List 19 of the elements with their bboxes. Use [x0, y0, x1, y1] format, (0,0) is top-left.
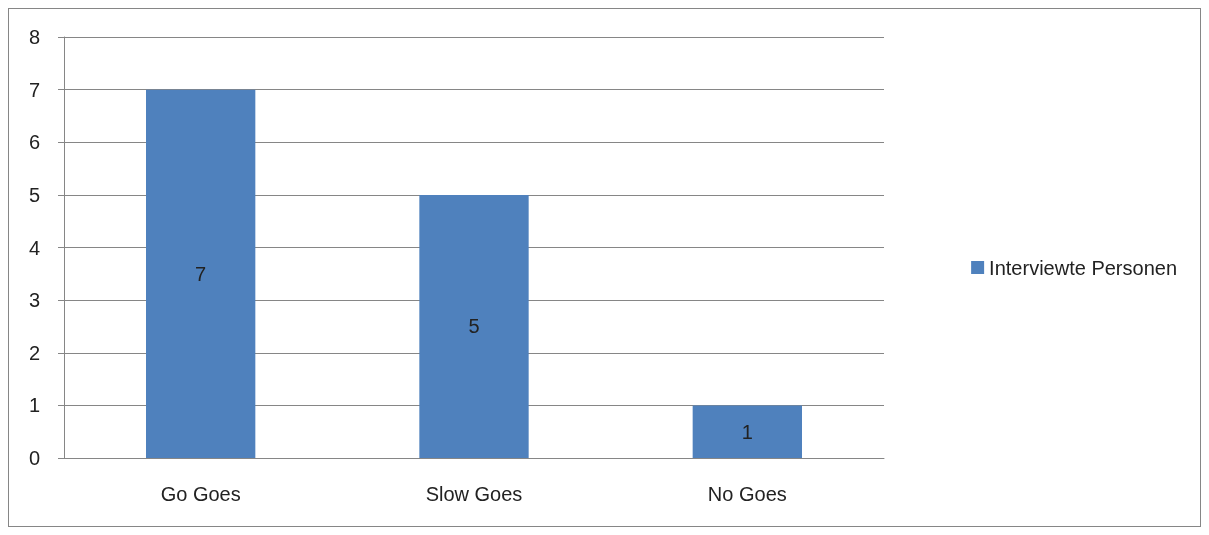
- x-tick-label: No Goes: [707, 483, 787, 505]
- x-tick-label: Slow Goes: [425, 483, 523, 505]
- bar: [419, 194, 529, 458]
- y-tick-label: 5: [28, 183, 40, 206]
- y-tick-label: 1: [28, 394, 40, 417]
- y-tick-label: 0: [28, 447, 40, 469]
- x-tick-label: Go Goes: [160, 483, 241, 505]
- y-tick-label: 7: [28, 78, 40, 101]
- bar: [692, 405, 802, 458]
- y-tick-label: 6: [28, 131, 40, 154]
- data-label: 5: [468, 315, 480, 338]
- legend-label: Interviewte Personen: [989, 256, 1178, 279]
- y-tick-label: 8: [28, 26, 40, 48]
- data-label: 7: [195, 262, 207, 285]
- data-label: 1: [741, 420, 753, 443]
- y-tick-label: 4: [28, 236, 40, 259]
- y-tick-label: 2: [28, 341, 40, 364]
- bar: [146, 89, 256, 458]
- y-tick-label: 3: [28, 289, 40, 312]
